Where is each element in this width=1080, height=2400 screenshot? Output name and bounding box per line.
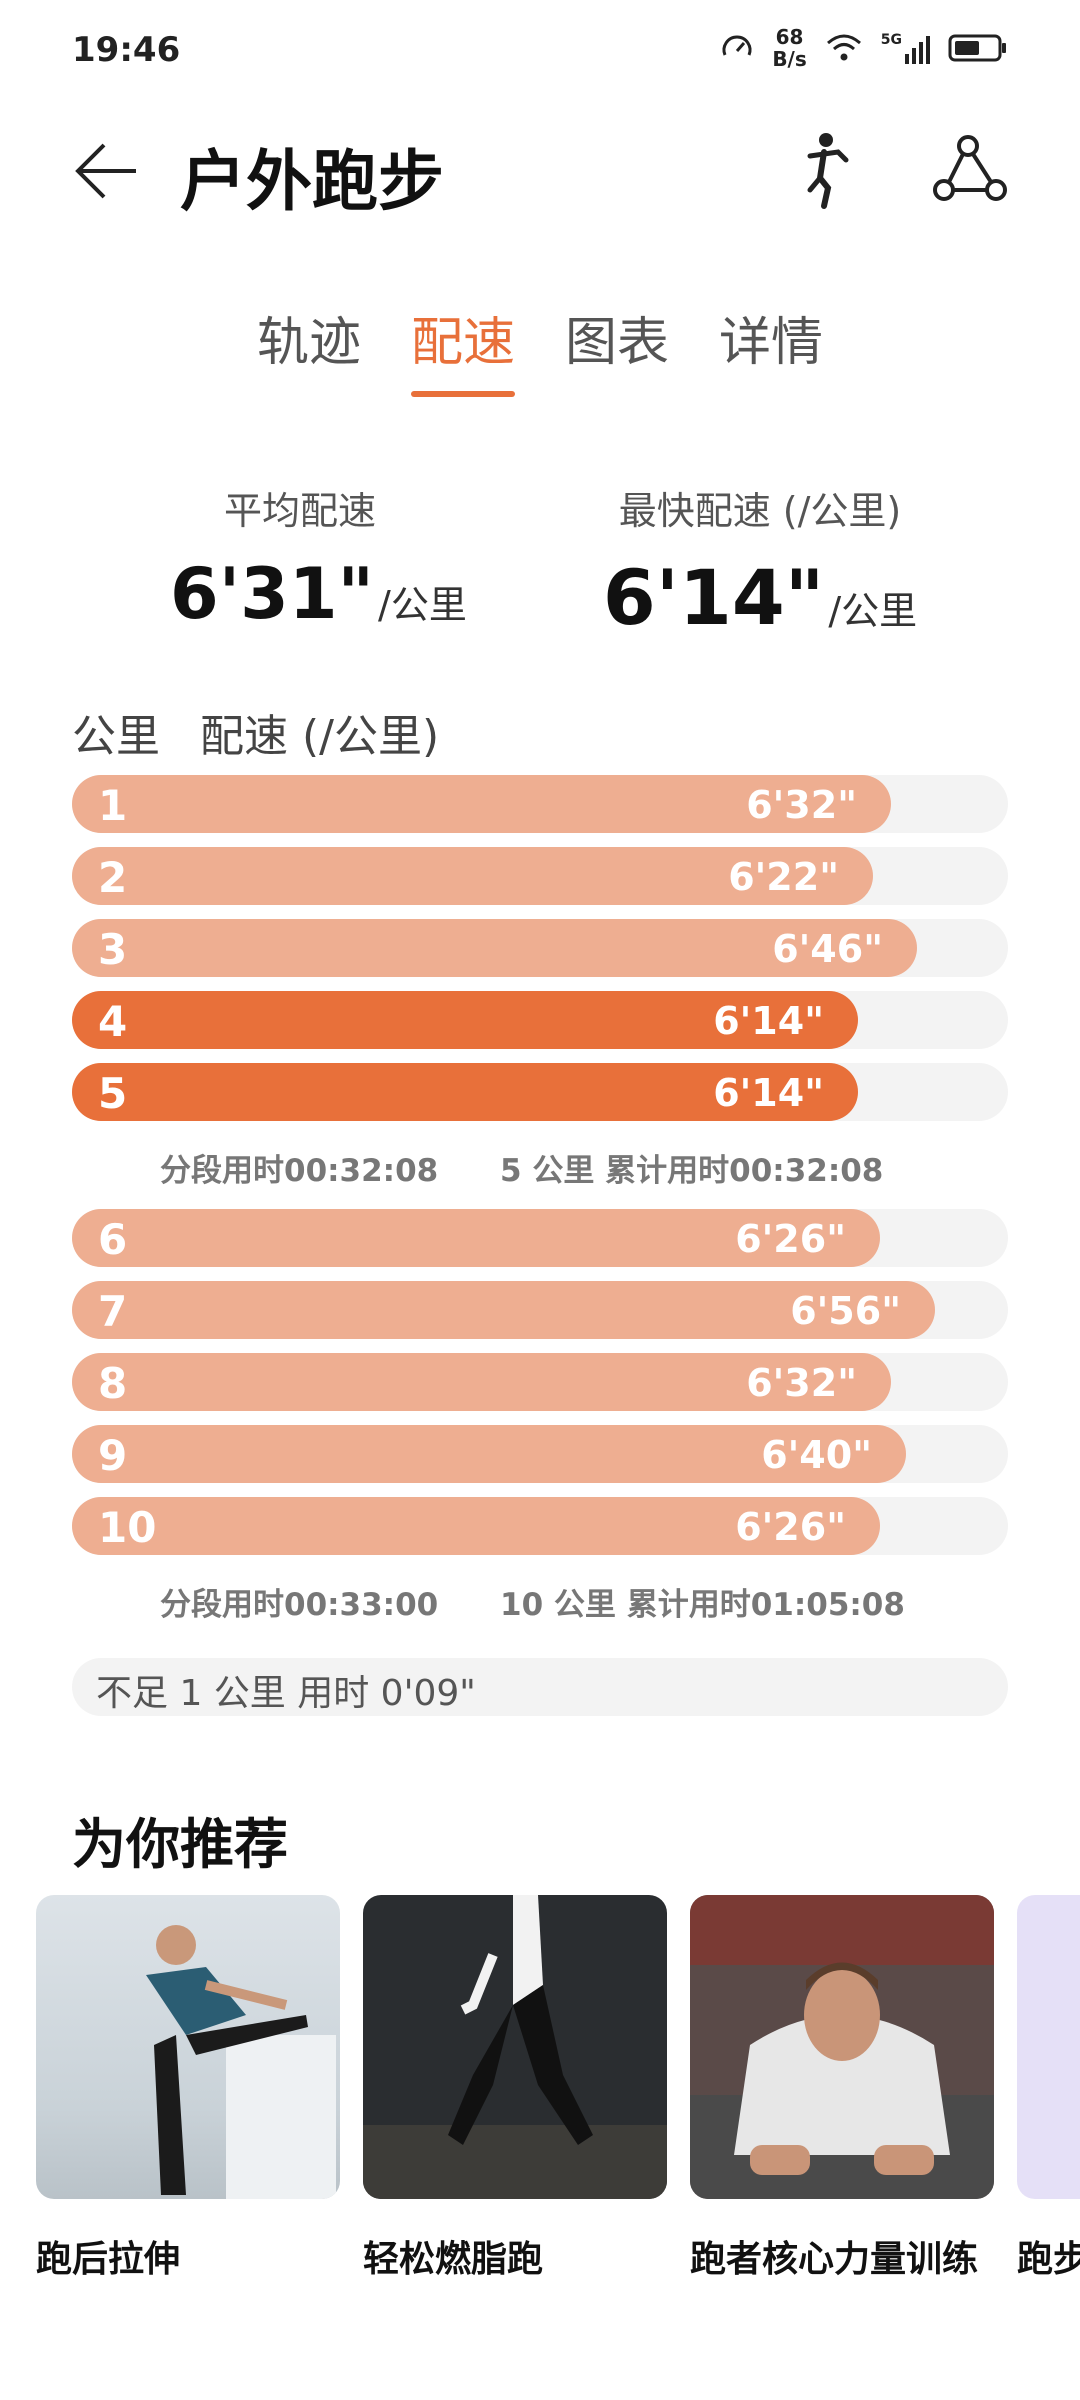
- status-time: 19:46: [72, 30, 181, 70]
- card-partial[interactable]: [1017, 1895, 1080, 2199]
- signal-icon: 5G: [881, 32, 930, 64]
- pace-table: 1 6'32" 2 6'22" 3 6'46" 4 6'14" 5 6'14" 分段用时00:32:…: [72, 775, 1008, 1643]
- segment-summary: 分段用时00:32:08 5 公里 累计用时00:32:08: [72, 1135, 1008, 1197]
- recommend-title: 为你推荐: [72, 1813, 288, 1876]
- network-type: 5G: [880, 32, 902, 48]
- stretch-image: [146, 1925, 336, 2199]
- avg-pace-unit: /公里: [378, 583, 467, 627]
- pace-value: 6'56": [790, 1289, 901, 1333]
- pace-value: 6'26": [735, 1217, 846, 1261]
- fastest-pace-value: 6'14": [602, 553, 825, 642]
- fastest-pace-label: 最快配速 (/公里): [618, 489, 902, 533]
- km-number: 3: [98, 925, 128, 974]
- pace-table-header: 公里 配速 (/公里): [72, 700, 479, 764]
- pace-row: 5 6'14": [72, 1063, 1008, 1121]
- avg-pace-value: 6'31": [170, 553, 375, 635]
- card-core-training[interactable]: [690, 1895, 994, 2199]
- pace-bar: [72, 1353, 891, 1411]
- runner-icon[interactable]: [790, 130, 860, 210]
- pace-row: 6 6'26": [72, 1209, 1008, 1267]
- km-number: 6: [98, 1215, 128, 1264]
- km-number: 10: [98, 1503, 157, 1552]
- km-number: 9: [98, 1431, 128, 1480]
- remainder-row: 不足 1 公里 用时 0'09": [72, 1658, 1008, 1716]
- pace-row: 1 6'32": [72, 775, 1008, 833]
- segment-time: 分段用时00:32:08: [160, 1153, 439, 1189]
- pace-row: 3 6'46": [72, 919, 1008, 977]
- card-label[interactable]: 跑者核心力量训练: [690, 2239, 979, 2280]
- pace-row: 9 6'40": [72, 1425, 1008, 1483]
- pace-bar: [72, 1497, 880, 1555]
- remainder-label: 不足 1 公里 用时 0'09": [96, 1673, 476, 1714]
- page-title: 户外跑步: [180, 143, 444, 220]
- core-training-image: [690, 1895, 994, 2199]
- net-speed: 68 B/s: [772, 25, 807, 71]
- tab-track[interactable]: 轨迹: [256, 313, 361, 373]
- segment-summary: 分段用时00:33:00 10 公里 累计用时01:05:08: [72, 1569, 1008, 1631]
- pace-value: 6'14": [713, 1071, 824, 1115]
- speedometer-icon: [722, 35, 752, 56]
- fastest-pace: 最快配速 (/公里) 6'14"/公里: [600, 480, 920, 642]
- pace-value: 6'32": [746, 783, 857, 827]
- cumulative-time: 10 公里 累计用时01:05:08: [500, 1587, 905, 1623]
- pace-bar: [72, 1063, 858, 1121]
- pace-row: 10 6'26": [72, 1497, 1008, 1555]
- km-number: 2: [98, 853, 128, 902]
- pace-bar: [72, 1425, 906, 1483]
- tab-bar: 轨迹 配速 图表 详情: [0, 300, 1080, 397]
- card-label[interactable]: 跑步: [1017, 2239, 1080, 2280]
- card-label[interactable]: 轻松燃脂跑: [363, 2239, 544, 2280]
- tab-pace[interactable]: 配速: [410, 300, 516, 397]
- km-number: 4: [98, 997, 128, 1046]
- cumulative-time: 5 公里 累计用时00:32:08: [500, 1153, 884, 1189]
- status-bar: 19:46 68 B/s 5G: [0, 0, 1080, 110]
- pace-value: 6'46": [772, 927, 883, 971]
- pace-bar: [72, 1281, 935, 1339]
- pace-value: 6'22": [728, 855, 839, 899]
- pace-row: 4 6'14": [72, 991, 1008, 1049]
- pace-value: 6'14": [713, 999, 824, 1043]
- app-header: 户外跑步: [0, 120, 1080, 230]
- recommend-carousel: [36, 1895, 1080, 2199]
- pace-bar: [72, 847, 873, 905]
- pace-row: 7 6'56": [72, 1281, 1008, 1339]
- easy-run-image: [363, 1895, 667, 2199]
- battery-icon: [948, 34, 1006, 62]
- fastest-pace-unit: /公里: [828, 589, 918, 633]
- km-number: 5: [98, 1069, 128, 1118]
- pace-value: 6'26": [735, 1505, 846, 1549]
- km-number: 1: [98, 781, 128, 830]
- pace-bar: [72, 775, 891, 833]
- col-km-label: 公里: [72, 711, 160, 762]
- km-number: 8: [98, 1359, 128, 1408]
- segment-time: 分段用时00:33:00: [160, 1587, 439, 1623]
- back-arrow-icon[interactable]: [72, 136, 142, 206]
- wifi-icon: [826, 34, 861, 61]
- pace-row: 8 6'32": [72, 1353, 1008, 1411]
- pace-bar: [72, 991, 858, 1049]
- km-number: 7: [98, 1287, 128, 1336]
- card-stretch[interactable]: [36, 1895, 340, 2199]
- tab-charts[interactable]: 图表: [565, 313, 670, 373]
- pace-value: 6'40": [761, 1433, 872, 1477]
- col-pace-label: 配速 (/公里): [200, 711, 440, 762]
- share-icon[interactable]: [930, 134, 1010, 204]
- pace-bar: [72, 919, 917, 977]
- pace-bar: [72, 1209, 880, 1267]
- tab-details[interactable]: 详情: [719, 313, 824, 373]
- avg-pace-label: 平均配速: [223, 489, 376, 533]
- pace-value: 6'32": [746, 1361, 857, 1405]
- card-easy-run[interactable]: [363, 1895, 667, 2199]
- status-icons: 68 B/s 5G: [720, 26, 1008, 70]
- avg-pace: 平均配速 6'31"/公里: [170, 480, 467, 635]
- pace-row: 2 6'22": [72, 847, 1008, 905]
- card-label[interactable]: 跑后拉伸: [36, 2239, 181, 2280]
